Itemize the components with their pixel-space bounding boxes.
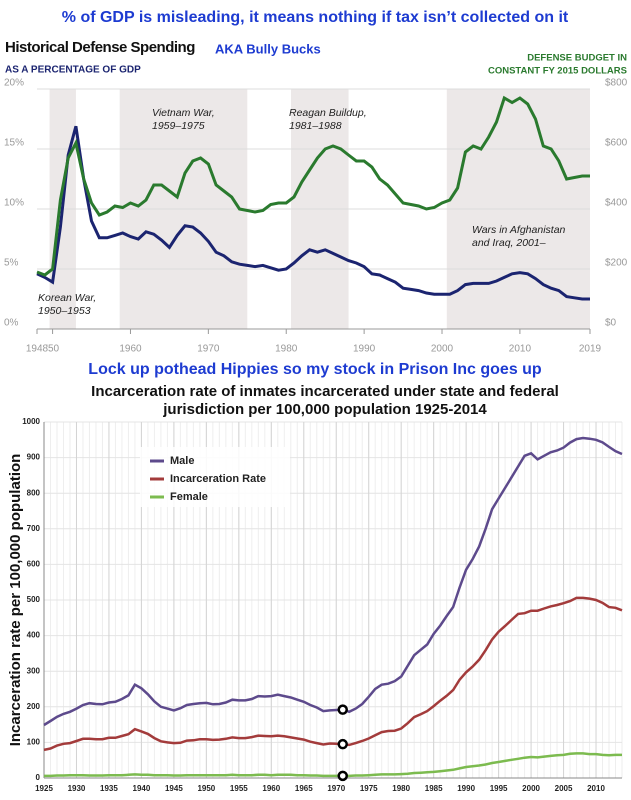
x-tick-label: 2000 [431, 344, 454, 355]
y2-tick-label: $0 [605, 318, 617, 329]
x-tick-label: 1935 [100, 784, 118, 793]
y-tick-label: 10% [4, 198, 24, 209]
series-line [44, 752, 622, 778]
highlight-marker [337, 770, 348, 782]
chart-title: jurisdiction per 100,000 population 1925… [162, 401, 487, 418]
y-tick-label: 20% [4, 78, 24, 89]
x-tick-label: 1990 [457, 784, 475, 793]
x-tick-label: 1970 [197, 344, 220, 355]
chart-title: Historical Defense Spending [5, 39, 195, 56]
x-tick-label: 2000 [522, 784, 540, 793]
legend-box [140, 447, 290, 507]
legend-label: Male [170, 455, 194, 467]
annotation: 1959–1975 [152, 120, 205, 132]
y-tick-label: 100 [27, 738, 41, 747]
y-tick-label: 200 [27, 702, 41, 711]
annotation: 1950–1953 [38, 305, 91, 317]
annotation: Wars in Afghanistan [472, 224, 566, 236]
legend-label: Female [170, 491, 208, 503]
x-tick-label: 1960 [262, 784, 280, 793]
caption: AKA Bully Bucks [215, 41, 321, 56]
annotation: Reagan Buildup, [289, 107, 367, 119]
x-tick-label: 1950 [197, 784, 215, 793]
x-tick-label: 1990 [353, 344, 376, 355]
y-tick-label: 800 [27, 488, 41, 497]
x-tick-label: '50 [46, 344, 59, 355]
x-tick-label: 1980 [392, 784, 410, 793]
y-tick-label: 600 [27, 560, 41, 569]
y-tick-label: 15% [4, 138, 24, 149]
x-tick-label: 1995 [490, 784, 508, 793]
x-tick-label: 1955 [230, 784, 248, 793]
annotation: Korean War, [38, 292, 96, 304]
x-tick-label: 1940 [133, 784, 151, 793]
y2-tick-label: $400 [605, 198, 628, 209]
y-tick-label: 500 [27, 595, 41, 604]
y2-tick-label: $200 [605, 258, 628, 269]
x-tick-label: 1980 [275, 344, 298, 355]
x-tick-label: 1925 [35, 784, 53, 793]
x-tick-label: 2005 [555, 784, 573, 793]
caption: Lock up pothead Hippies so my stock in P… [88, 361, 542, 378]
series-line [36, 125, 590, 301]
y-tick-label: 900 [27, 453, 41, 462]
y2-title: DEFENSE BUDGET IN [527, 53, 627, 64]
highlight-marker [337, 738, 348, 750]
series-line [36, 95, 590, 277]
chart-subtitle: AS A PERCENTAGE OF GDP [5, 65, 141, 76]
y-axis-label: Incarceration rate per 100,000 populatio… [7, 454, 24, 747]
legend-label: Incarceration Rate [170, 473, 266, 485]
x-tick-label: 2019 [579, 344, 602, 355]
y-tick-label: 0% [4, 318, 19, 329]
x-tick-label: 1970 [327, 784, 345, 793]
highlight-marker [337, 704, 348, 715]
x-tick-label: 1960 [119, 344, 142, 355]
x-tick-label: 2010 [587, 784, 605, 793]
x-tick-label: 2010 [509, 344, 532, 355]
y2-title: CONSTANT FY 2015 DOLLARS [488, 66, 627, 77]
chart-title: Incarceration rate of inmates incarcerat… [91, 383, 559, 400]
y-tick-label: 1000 [22, 417, 40, 426]
annotation: and Iraq, 2001– [472, 237, 546, 249]
x-tick-label: 1948 [26, 344, 49, 355]
annotation: Vietnam War, [152, 107, 215, 119]
y-tick-label: 400 [27, 631, 41, 640]
series-line [43, 596, 623, 752]
caption: % of GDP is misleading, it means nothing… [62, 9, 569, 26]
y-tick-label: 300 [27, 666, 41, 675]
y2-tick-label: $600 [605, 138, 628, 149]
x-tick-label: 1965 [295, 784, 313, 793]
x-tick-label: 1945 [165, 784, 183, 793]
annotation: 1981–1988 [289, 120, 342, 132]
y-tick-label: 5% [4, 258, 19, 269]
y-tick-label: 0 [36, 773, 41, 782]
y2-tick-label: $800 [605, 78, 628, 89]
series-line [43, 436, 623, 727]
x-tick-label: 1930 [68, 784, 86, 793]
y-tick-label: 700 [27, 524, 41, 533]
x-tick-label: 1985 [425, 784, 443, 793]
x-tick-label: 1975 [360, 784, 378, 793]
